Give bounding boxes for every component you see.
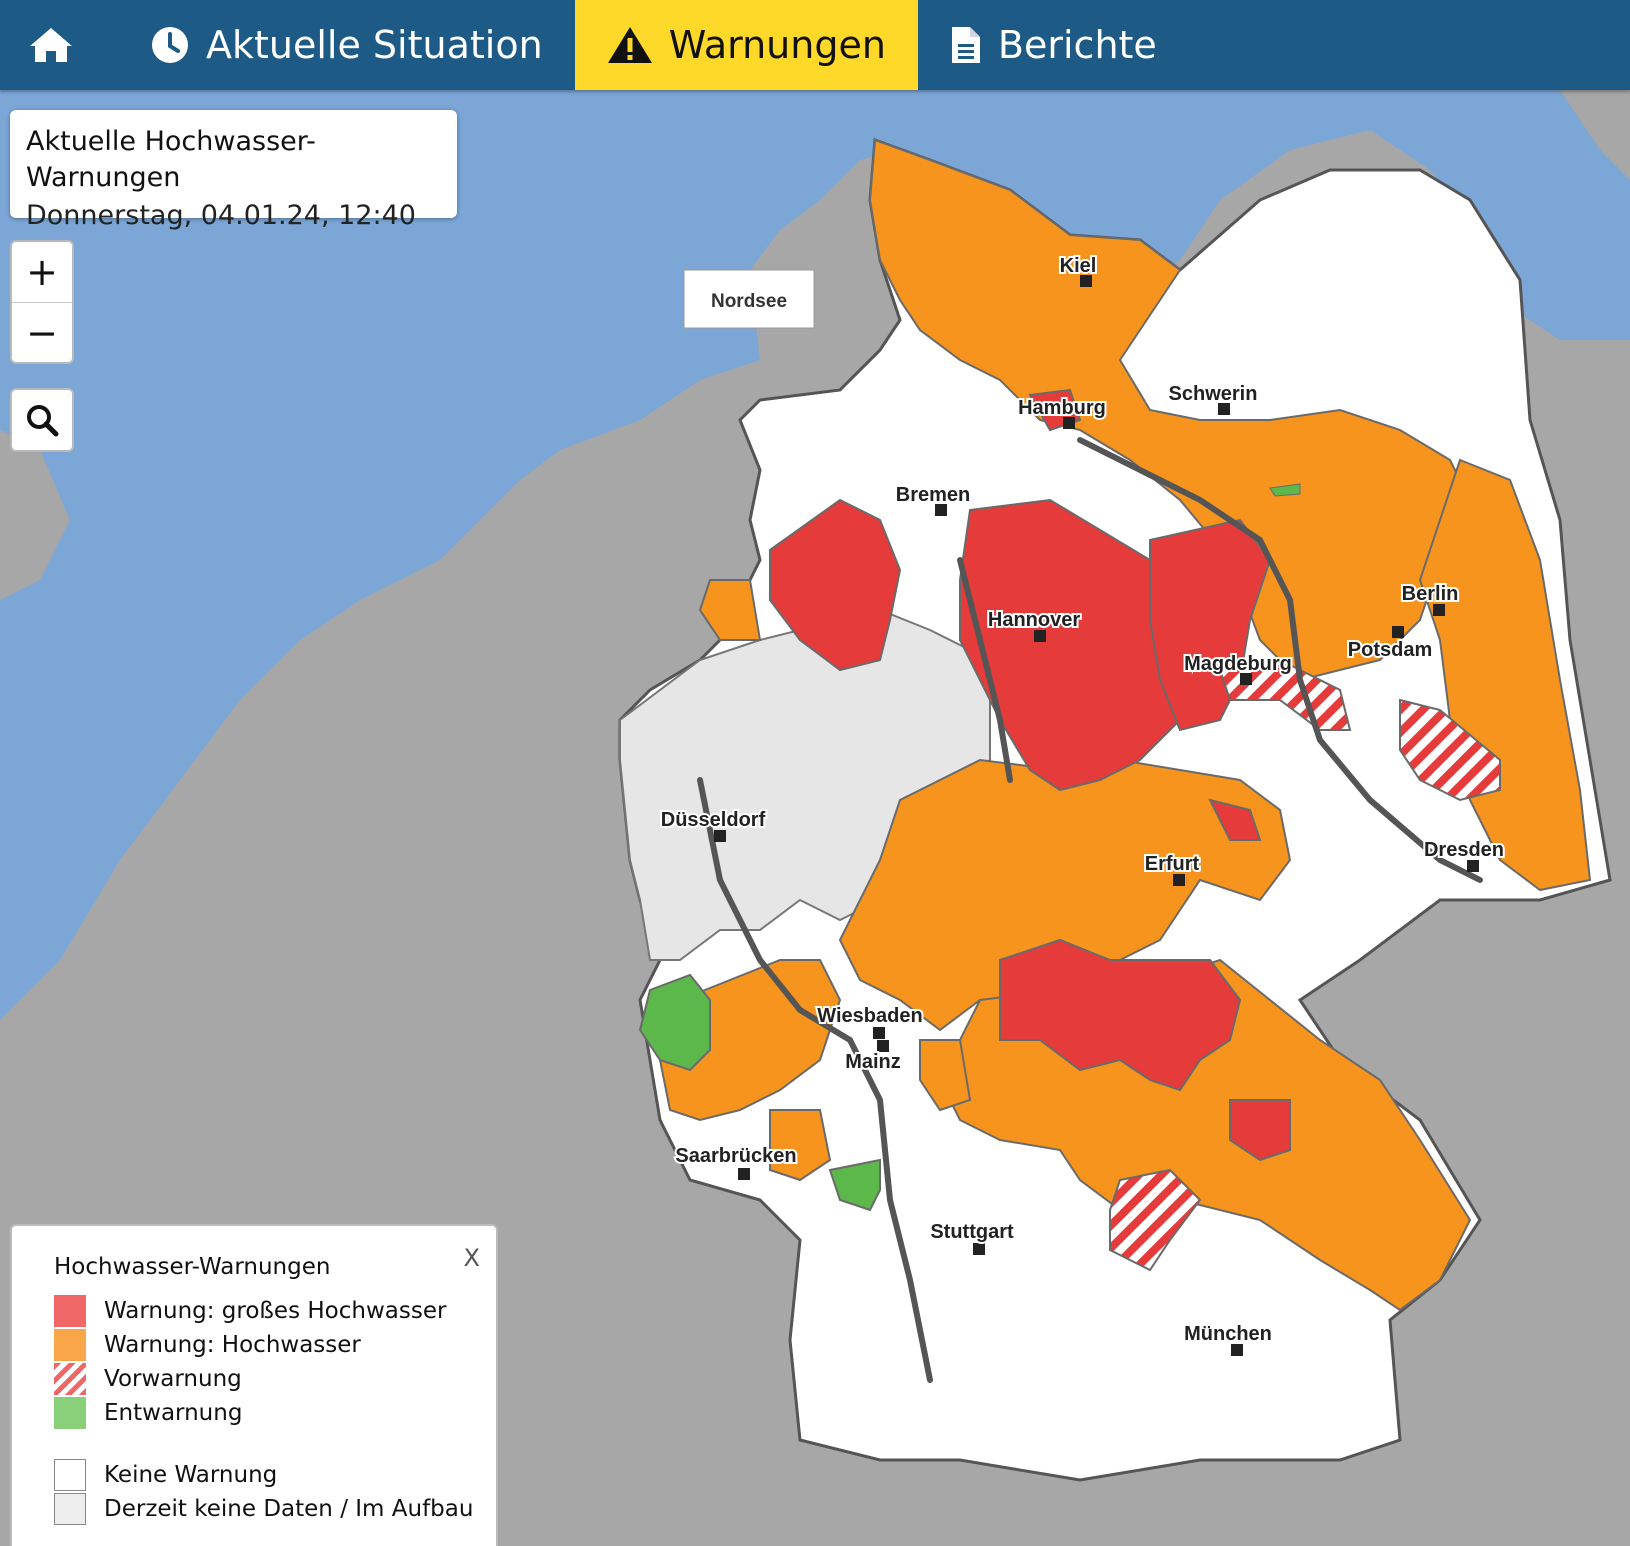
- svg-text:Bremen: Bremen: [896, 484, 970, 506]
- svg-text:Erfurt: Erfurt: [1145, 853, 1200, 875]
- legend-item-red: Warnung: großes Hochwasser: [54, 1294, 496, 1328]
- legend-label: Vorwarnung: [104, 1366, 242, 1392]
- legend-item-hatched: Vorwarnung: [54, 1362, 496, 1396]
- zoom-control: + −: [10, 240, 74, 364]
- river-weser: [957, 557, 1013, 783]
- svg-text:Hannover: Hannover: [988, 609, 1080, 631]
- region-orange-emsland[interactable]: [698, 579, 762, 641]
- flood-warning-map[interactable]: Nordsee Kiel Hamburg Schwerin Bremen Ber…: [0, 90, 1630, 1546]
- svg-text:Stuttgart: Stuttgart: [930, 1221, 1014, 1243]
- city-kiel[interactable]: Kiel: [1058, 253, 1098, 287]
- search-icon: [27, 405, 59, 437]
- svg-text:Berlin: Berlin: [1402, 583, 1459, 605]
- sea-area: [0, 90, 1630, 1020]
- svg-text:Kiel: Kiel: [1060, 255, 1097, 277]
- clock-icon: [152, 27, 188, 63]
- city-mainz[interactable]: Mainz: [843, 1040, 903, 1075]
- legend-swatch-green: [54, 1397, 86, 1429]
- city-magdeburg[interactable]: Magdeburg: [1182, 651, 1294, 685]
- svg-text:Dresden: Dresden: [1424, 839, 1504, 861]
- legend-swatch-red: [54, 1295, 86, 1327]
- svg-text:Magdeburg: Magdeburg: [1184, 653, 1292, 675]
- city-stuttgart[interactable]: Stuttgart: [928, 1219, 1016, 1255]
- scandinavia: [1560, 90, 1630, 180]
- legend-item-green: Entwarnung: [54, 1396, 496, 1430]
- city-bremen[interactable]: Bremen: [894, 482, 972, 516]
- region-orange-pfalz[interactable]: [769, 1109, 832, 1182]
- uk-coast: [0, 430, 70, 600]
- legend-item-none: Keine Warnung: [54, 1458, 496, 1492]
- legend-swatch-white: [54, 1459, 86, 1491]
- city-wiesbaden[interactable]: Wiesbaden: [815, 1003, 925, 1039]
- region-vorwarnung-bavaria[interactable]: [1109, 1168, 1202, 1272]
- warning-icon: [607, 27, 652, 63]
- zoom-in-button[interactable]: +: [12, 242, 72, 303]
- svg-text:Saarbrücken: Saarbrücken: [675, 1145, 796, 1167]
- svg-text:Wiesbaden: Wiesbaden: [817, 1005, 922, 1027]
- info-title: Aktuelle Hochwasser-Warnungen: [26, 126, 316, 193]
- legend-label: Entwarnung: [104, 1400, 243, 1426]
- region-red-franken[interactable]: [999, 938, 1242, 1092]
- city-hamburg[interactable]: Hamburg: [1016, 395, 1108, 429]
- region-entwarnung-north[interactable]: [1269, 483, 1301, 497]
- region-vorwarnung-elbe[interactable]: [1399, 698, 1501, 802]
- map-canvas: Nordsee Kiel Hamburg Schwerin Bremen Ber…: [0, 90, 1630, 1482]
- region-red-oldenburg[interactable]: [769, 498, 902, 672]
- legend-swatch-orange: [54, 1329, 86, 1361]
- city-berlin[interactable]: Berlin: [1400, 581, 1460, 616]
- region-orange-center[interactable]: [838, 758, 1292, 1032]
- map-legend: X Hochwasser-Warnungen Warnung: großes H…: [10, 1224, 498, 1546]
- home-icon: [30, 28, 72, 62]
- svg-text:Potsdam: Potsdam: [1348, 639, 1432, 661]
- svg-text:Düsseldorf: Düsseldorf: [661, 809, 766, 831]
- svg-text:Hamburg: Hamburg: [1018, 397, 1106, 419]
- svg-text:München: München: [1184, 1323, 1272, 1345]
- legend-label: Warnung: Hochwasser: [104, 1332, 361, 1358]
- svg-text:Mainz: Mainz: [845, 1051, 901, 1073]
- city-schwerin[interactable]: Schwerin: [1167, 381, 1259, 415]
- city-erfurt[interactable]: Erfurt: [1143, 851, 1202, 886]
- river-elbe: [1077, 437, 1483, 883]
- legend-swatch-grey: [54, 1493, 86, 1525]
- zoom-out-button[interactable]: −: [26, 311, 58, 355]
- city-hannover[interactable]: Hannover: [986, 607, 1082, 642]
- legend-label: Keine Warnung: [104, 1462, 278, 1488]
- nav-label-aktuelle-situation: Aktuelle Situation: [206, 23, 543, 67]
- legend-close-button[interactable]: X: [463, 1244, 480, 1272]
- nav-warnungen[interactable]: Warnungen: [574, 0, 918, 90]
- legend-title: Hochwasser-Warnungen: [54, 1254, 331, 1280]
- city-saarbruecken[interactable]: Saarbrücken: [673, 1143, 799, 1180]
- region-red-oberpfalz[interactable]: [1229, 1099, 1291, 1162]
- region-entwarnung-pfalz[interactable]: [828, 1158, 881, 1212]
- info-datetime: Donnerstag, 04.01.24, 12:40 Uhr: [26, 200, 416, 271]
- nav-label-warnungen: Warnungen: [668, 23, 886, 67]
- river-rhine: [697, 777, 933, 1383]
- region-orange-east[interactable]: [1418, 458, 1592, 892]
- legend-label: Derzeit keine Daten / Im Aufbau: [104, 1496, 474, 1522]
- sea-label-nordsee: Nordsee: [683, 269, 815, 329]
- legend-item-orange: Warnung: Hochwasser: [54, 1328, 496, 1362]
- region-red-hannover[interactable]: [959, 498, 1192, 792]
- top-navigation: Aktuelle Situation Warnungen Berichte: [0, 0, 1630, 90]
- city-potsdam[interactable]: Potsdam: [1346, 626, 1434, 663]
- city-dresden[interactable]: Dresden: [1422, 837, 1506, 872]
- svg-text:Schwerin: Schwerin: [1169, 383, 1258, 405]
- legend-item-nodata: Derzeit keine Daten / Im Aufbau: [54, 1492, 496, 1526]
- legend-label: Warnung: großes Hochwasser: [104, 1298, 447, 1324]
- city-duesseldorf[interactable]: Düsseldorf: [659, 807, 768, 842]
- nav-label-berichte: Berichte: [997, 23, 1157, 67]
- region-orange-hessen-south[interactable]: [919, 1039, 972, 1112]
- nav-berichte[interactable]: Berichte: [918, 0, 1189, 90]
- legend-swatch-hatched: [54, 1363, 86, 1395]
- city-muenchen[interactable]: München: [1182, 1321, 1274, 1356]
- search-button[interactable]: [10, 388, 74, 452]
- region-red-saale[interactable]: [1208, 798, 1262, 841]
- svg-text:Nordsee: Nordsee: [711, 291, 787, 312]
- document-icon: [951, 27, 980, 63]
- region-entwarnung-eifel[interactable]: [638, 973, 711, 1072]
- nav-home[interactable]: [0, 0, 118, 90]
- info-box: Aktuelle Hochwasser-Warnungen Donnerstag…: [10, 110, 457, 271]
- nav-aktuelle-situation[interactable]: Aktuelle Situation: [118, 0, 575, 90]
